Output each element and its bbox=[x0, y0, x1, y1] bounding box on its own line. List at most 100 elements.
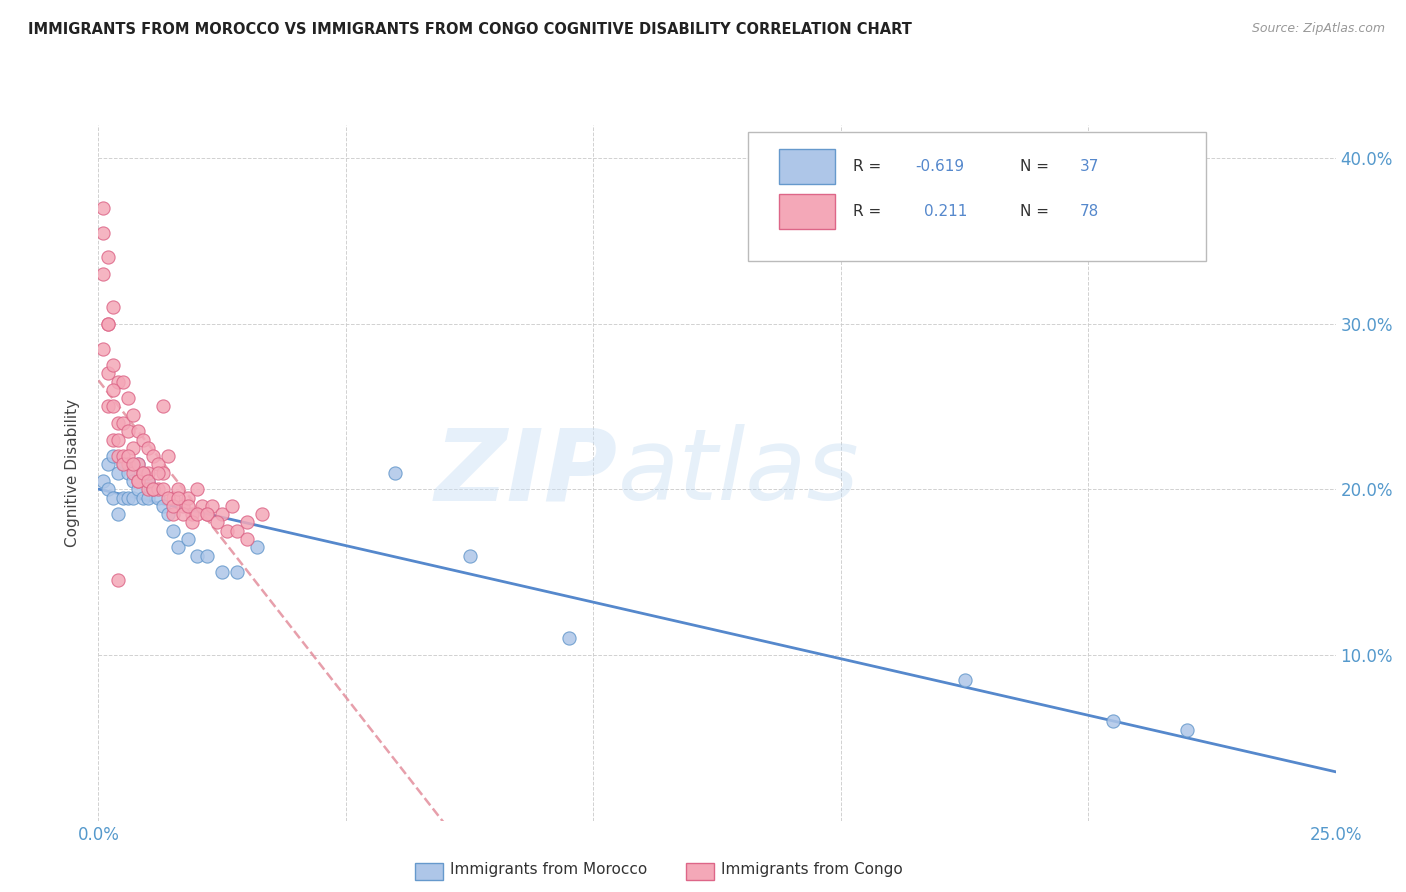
Point bbox=[127, 483, 149, 497]
Point bbox=[112, 449, 135, 463]
Point bbox=[236, 532, 259, 546]
Point bbox=[107, 375, 129, 389]
Point bbox=[127, 474, 149, 488]
Point bbox=[166, 491, 188, 505]
Point bbox=[156, 491, 179, 505]
Point bbox=[122, 474, 145, 488]
Point bbox=[236, 516, 259, 530]
Point bbox=[117, 449, 139, 463]
Point bbox=[152, 483, 174, 497]
Point bbox=[162, 491, 184, 505]
Point bbox=[146, 458, 169, 472]
Point bbox=[132, 433, 155, 447]
Point bbox=[142, 483, 165, 497]
Point bbox=[1175, 723, 1198, 737]
Point bbox=[195, 507, 218, 521]
Point bbox=[97, 483, 120, 497]
Point bbox=[211, 507, 233, 521]
Text: Source: ZipAtlas.com: Source: ZipAtlas.com bbox=[1251, 22, 1385, 36]
Point bbox=[186, 507, 208, 521]
Point bbox=[136, 474, 159, 488]
Point bbox=[93, 267, 115, 281]
Point bbox=[176, 491, 198, 505]
Point bbox=[112, 458, 135, 472]
Point bbox=[93, 226, 115, 240]
Point bbox=[136, 474, 159, 488]
Point bbox=[127, 425, 149, 439]
Point bbox=[146, 466, 169, 480]
Point bbox=[97, 317, 120, 331]
FancyBboxPatch shape bbox=[779, 194, 835, 229]
Text: Immigrants from Morocco: Immigrants from Morocco bbox=[450, 863, 647, 877]
Point bbox=[112, 458, 135, 472]
Point bbox=[103, 433, 125, 447]
Point bbox=[103, 400, 125, 414]
Point bbox=[191, 499, 214, 513]
Point bbox=[103, 491, 125, 505]
Point bbox=[117, 491, 139, 505]
Point bbox=[156, 507, 179, 521]
Point bbox=[186, 483, 208, 497]
Point bbox=[195, 507, 218, 521]
Point bbox=[142, 483, 165, 497]
Point bbox=[384, 466, 406, 480]
Text: IMMIGRANTS FROM MOROCCO VS IMMIGRANTS FROM CONGO COGNITIVE DISABILITY CORRELATIO: IMMIGRANTS FROM MOROCCO VS IMMIGRANTS FR… bbox=[28, 22, 912, 37]
Point bbox=[97, 458, 120, 472]
Point bbox=[107, 433, 129, 447]
Point bbox=[132, 466, 155, 480]
Point bbox=[142, 449, 165, 463]
Text: atlas: atlas bbox=[619, 425, 859, 521]
Point bbox=[557, 632, 579, 646]
Point bbox=[226, 524, 249, 538]
Point bbox=[152, 466, 174, 480]
Point bbox=[117, 425, 139, 439]
Point bbox=[152, 400, 174, 414]
Point bbox=[117, 458, 139, 472]
Point bbox=[103, 300, 125, 314]
Point bbox=[107, 449, 129, 463]
Point bbox=[122, 408, 145, 422]
Point bbox=[103, 383, 125, 397]
Point bbox=[162, 507, 184, 521]
Point bbox=[172, 507, 194, 521]
Point bbox=[107, 507, 129, 521]
Point bbox=[127, 458, 149, 472]
Point bbox=[152, 499, 174, 513]
Point bbox=[166, 483, 188, 497]
Text: -0.619: -0.619 bbox=[915, 159, 965, 174]
Point bbox=[93, 474, 115, 488]
Point bbox=[93, 342, 115, 356]
Point bbox=[122, 491, 145, 505]
Point bbox=[176, 532, 198, 546]
Point bbox=[211, 565, 233, 579]
Point bbox=[181, 507, 204, 521]
Point bbox=[122, 466, 145, 480]
Point bbox=[107, 416, 129, 430]
Point bbox=[458, 549, 481, 563]
Point bbox=[112, 375, 135, 389]
Point bbox=[201, 499, 224, 513]
Point bbox=[146, 491, 169, 505]
Point bbox=[103, 358, 125, 372]
Point bbox=[132, 466, 155, 480]
Text: Immigrants from Congo: Immigrants from Congo bbox=[721, 863, 903, 877]
Point bbox=[195, 549, 218, 563]
Point bbox=[136, 441, 159, 455]
Text: R =: R = bbox=[853, 159, 886, 174]
Point bbox=[217, 524, 239, 538]
Point bbox=[122, 458, 145, 472]
Point bbox=[186, 549, 208, 563]
Point bbox=[112, 491, 135, 505]
Point bbox=[117, 466, 139, 480]
Point bbox=[250, 507, 273, 521]
Point bbox=[146, 483, 169, 497]
Point bbox=[142, 483, 165, 497]
Point bbox=[166, 541, 188, 555]
Point bbox=[107, 574, 129, 588]
Point bbox=[181, 516, 204, 530]
Point bbox=[97, 367, 120, 381]
Point bbox=[953, 673, 976, 687]
Text: N =: N = bbox=[1021, 204, 1054, 219]
FancyBboxPatch shape bbox=[748, 132, 1206, 260]
Point bbox=[132, 491, 155, 505]
